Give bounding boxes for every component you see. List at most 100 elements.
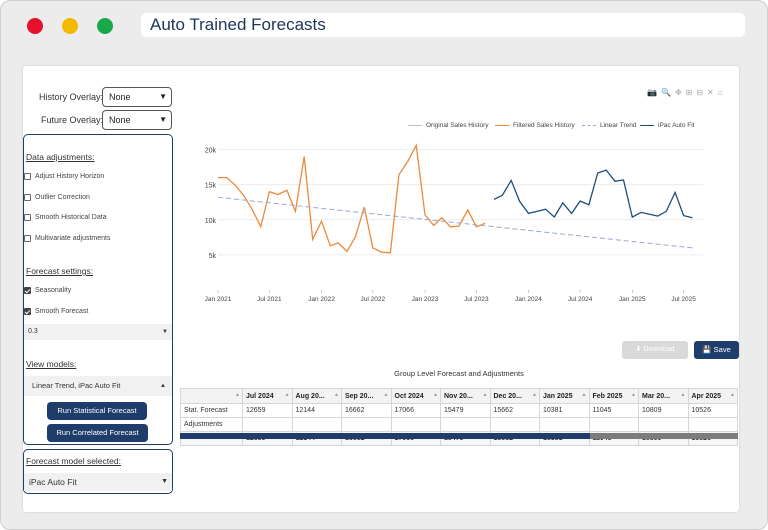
future-overlay-label: Future Overlay: (41, 115, 104, 125)
sort-icon[interactable]: ▲ (284, 392, 290, 398)
checkbox-adjust-history-horizon[interactable]: Adjust History Horizon (24, 173, 104, 180)
maximize-window-button[interactable] (97, 18, 113, 34)
table-row: Stat. Forecast 12659 12144 16662 17066 15479 1… (180, 403, 738, 418)
sort-icon[interactable]: ▲ (581, 392, 587, 398)
table-cell[interactable]: 10381 (539, 403, 590, 418)
run-correlated-forecast-button[interactable]: Run Correlated Forecast (47, 424, 148, 442)
table-cell[interactable] (539, 417, 590, 432)
smoothing-value: 0.3 (28, 328, 38, 335)
legend-swatch (495, 125, 509, 126)
sort-icon[interactable]: ▲ (383, 392, 389, 398)
sort-icon[interactable]: ▲ (235, 392, 240, 398)
pan-icon[interactable]: ✥ (674, 88, 682, 97)
download-button[interactable]: ⬇ Download (622, 341, 688, 359)
minimize-window-button[interactable] (62, 18, 78, 34)
grid-column-header[interactable]: Dec 20... ▲ (489, 388, 540, 404)
legend-filtered[interactable]: Filtered Sales History (495, 122, 575, 129)
legend-label: Linear Trend (600, 122, 637, 129)
autoscale-icon[interactable]: ✕ (707, 88, 714, 97)
checkbox-label: Outlier Correction (35, 194, 90, 201)
table-cell[interactable] (687, 417, 738, 432)
grid-scrollbar[interactable] (180, 433, 738, 439)
run-statistical-forecast-button[interactable]: Run Statistical Forecast (47, 402, 147, 420)
zoom-out-icon[interactable]: ⊟ (696, 88, 704, 97)
legend-trend[interactable]: Linear Trend (582, 122, 637, 129)
sort-icon[interactable]: ▲ (730, 392, 735, 398)
table-cell[interactable]: 12659 (242, 403, 293, 418)
table-cell[interactable]: 10526 (687, 403, 738, 418)
table-cell[interactable] (440, 417, 491, 432)
checkbox-outlier-correction[interactable]: Outlier Correction (24, 194, 90, 201)
table-cell[interactable] (489, 417, 540, 432)
grid-column-header[interactable]: Feb 2025 ▲ (588, 388, 639, 404)
grid-column-header[interactable]: Mar 20... ▲ (638, 388, 689, 404)
history-overlay-select[interactable]: None ▼ (102, 87, 172, 107)
table-cell[interactable] (588, 417, 639, 432)
save-button[interactable]: 💾 Save (694, 341, 739, 359)
window-title: Auto Trained Forecasts (141, 13, 745, 37)
table-cell[interactable]: 12144 (291, 403, 342, 418)
checkbox-box[interactable] (24, 173, 31, 180)
table-cell[interactable] (638, 417, 689, 432)
checkbox-box[interactable] (24, 194, 31, 201)
download-icon: ⬇ (635, 346, 642, 353)
grid-column-header[interactable]: Sep 20... ▲ (341, 388, 392, 404)
chevron-down-icon: ▼ (161, 478, 168, 485)
grid-column-header[interactable]: Oct 2024 ▲ (390, 388, 441, 404)
legend-swatch (582, 125, 596, 126)
legend-ipac[interactable]: iPac Auto Fit (640, 122, 695, 129)
table-cell[interactable]: 15479 (440, 403, 491, 418)
zoom-in-icon[interactable]: ⊞ (685, 88, 693, 97)
table-cell[interactable]: 17066 (390, 403, 441, 418)
checkbox-seasonality[interactable]: Seasonality (24, 287, 71, 294)
checkbox-box[interactable] (24, 287, 31, 294)
grid-column-header[interactable]: Jan 2025 ▲ (539, 388, 590, 404)
sort-icon[interactable]: ▲ (680, 392, 686, 398)
model-selected-value: iPac Auto Fit (29, 477, 77, 487)
column-header-label: Apr 2025 (691, 392, 722, 400)
sort-icon[interactable]: ▲ (433, 392, 438, 398)
model-selected-title: Forecast model selected: (26, 456, 121, 466)
view-models-select[interactable]: Linear Trend, iPac Auto Fit ▲ (24, 376, 172, 396)
table-cell[interactable]: 11045 (588, 403, 639, 418)
table-cell[interactable] (390, 417, 441, 432)
table-cell[interactable] (242, 417, 293, 432)
sort-icon[interactable]: ▲ (631, 392, 636, 398)
chevron-down-icon: ▼ (159, 115, 167, 124)
grid-header-corner[interactable]: ▲ (180, 388, 243, 404)
checkbox-box[interactable] (24, 308, 31, 315)
sort-icon[interactable]: ▲ (334, 392, 339, 398)
checkbox-label: Smooth Forecast (35, 308, 89, 315)
table-cell[interactable]: 16662 (341, 403, 392, 418)
checkbox-smooth-forecast[interactable]: Smooth Forecast (24, 308, 88, 315)
model-selected-select[interactable]: iPac Auto Fit ▼ (24, 473, 172, 491)
grid-column-header[interactable]: Nov 20... ▲ (440, 388, 491, 404)
future-overlay-select[interactable]: None ▼ (102, 110, 172, 130)
close-window-button[interactable] (27, 18, 43, 34)
checkbox-label: Smooth Historical Data (35, 214, 107, 221)
row-label: Adjustments (180, 417, 243, 432)
table-cell[interactable] (341, 417, 392, 432)
grid-column-header[interactable]: Apr 2025 ▲ (687, 388, 738, 404)
table-cell[interactable] (291, 417, 342, 432)
grid-column-header[interactable]: Aug 20... ▲ (291, 388, 342, 404)
home-icon[interactable]: ⌂ (717, 88, 723, 97)
checkbox-multivariate-adjustments[interactable]: Multivariate adjustments (24, 235, 110, 242)
sort-icon[interactable]: ▲ (532, 392, 537, 398)
camera-icon[interactable]: 📷 (647, 88, 657, 97)
legend-original[interactable]: Original Sales History (408, 122, 489, 129)
column-header-label: Nov 20... (444, 392, 473, 400)
zoom-icon[interactable]: 🔍 (660, 88, 671, 97)
smoothing-select[interactable]: 0.3 ▼ (24, 324, 172, 340)
chevron-down-icon: ▼ (159, 92, 167, 101)
chart-modebar: 📷 🔍 ✥ ⊞ ⊟ ✕ ⌂ (647, 88, 723, 97)
sort-icon[interactable]: ▲ (482, 392, 488, 398)
grid-scrollbar-thumb[interactable] (180, 433, 590, 439)
checkbox-box[interactable] (24, 235, 31, 242)
save-label: Save (713, 345, 731, 354)
checkbox-smooth-historical-data[interactable]: Smooth Historical Data (24, 214, 107, 221)
grid-column-header[interactable]: Jul 2024 ▲ (242, 388, 293, 404)
checkbox-box[interactable] (24, 214, 31, 221)
table-cell[interactable]: 15662 (489, 403, 540, 418)
table-cell[interactable]: 10809 (638, 403, 689, 418)
